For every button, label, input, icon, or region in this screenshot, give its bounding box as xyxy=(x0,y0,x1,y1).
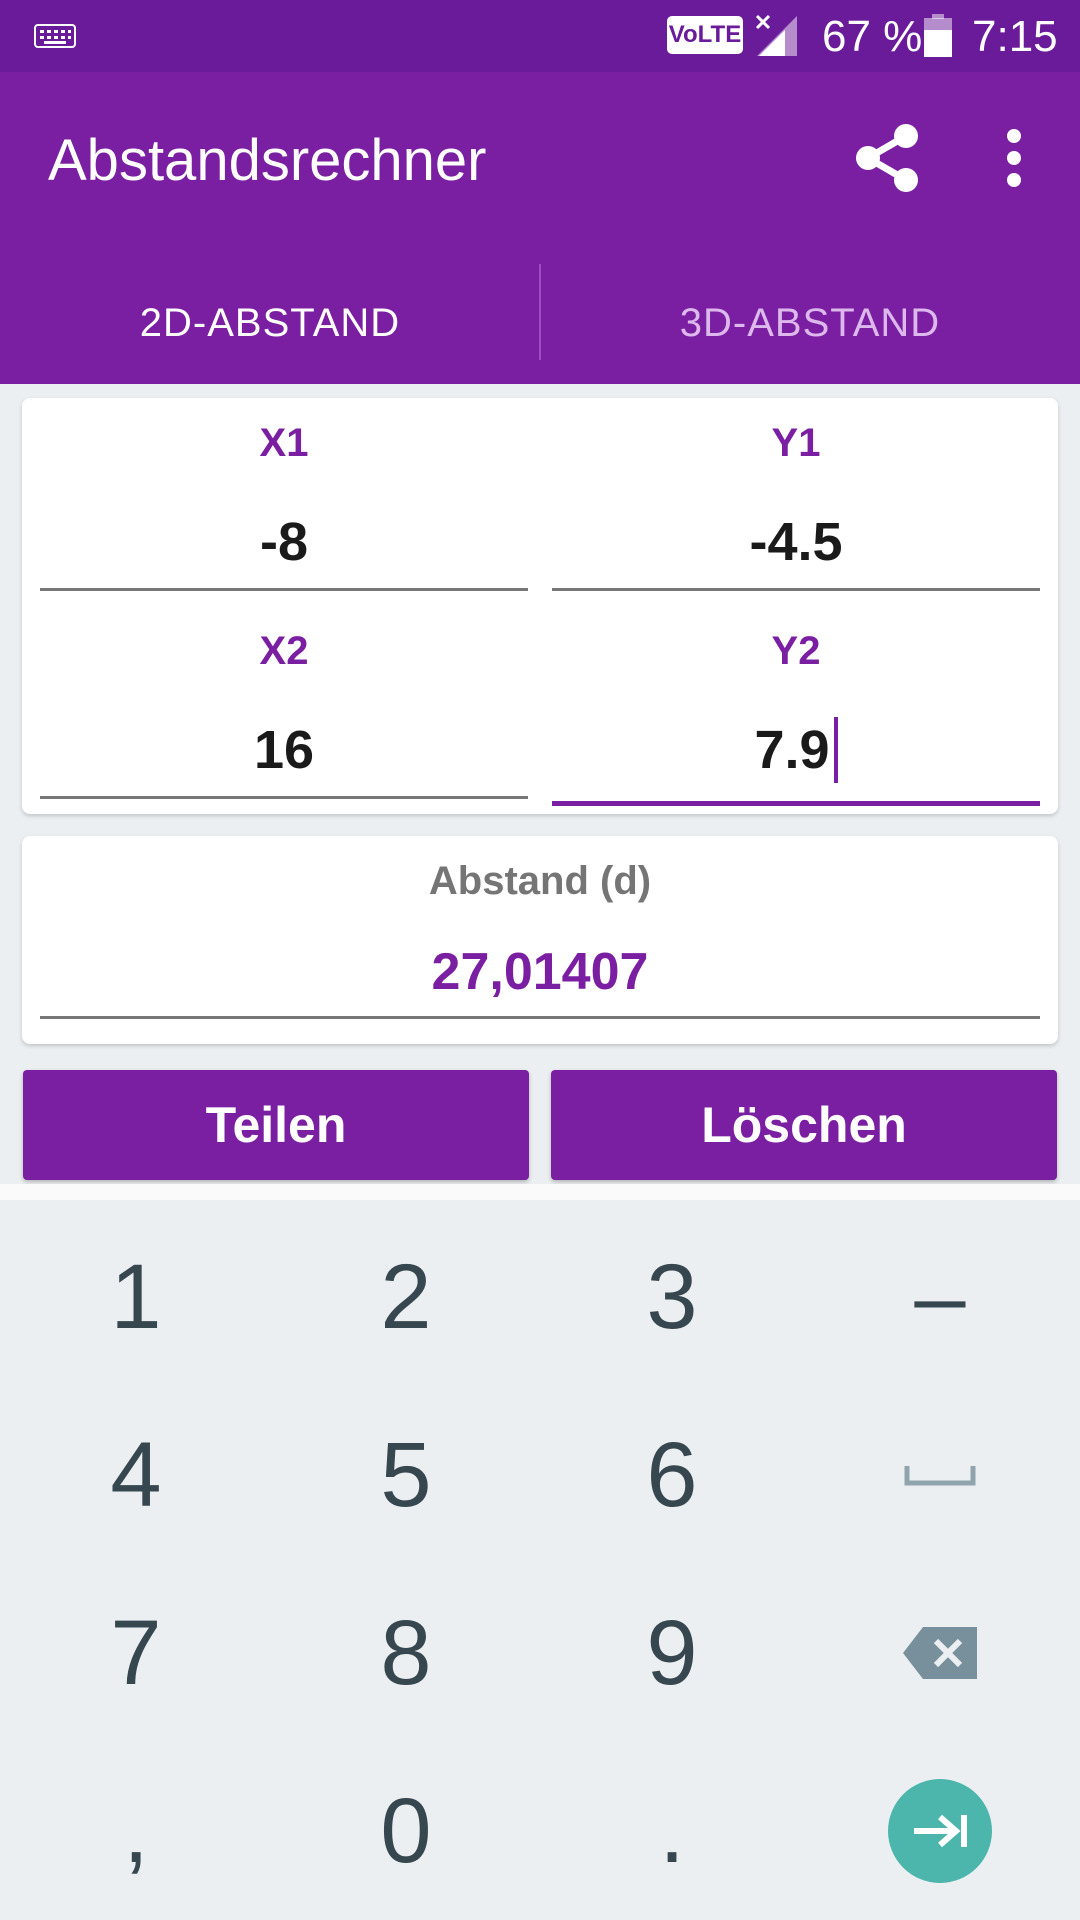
app-bar: Abstandsrechner 2D-ABSTAND 3D-ABSTAND xyxy=(0,72,1080,384)
signal-icon xyxy=(755,14,799,63)
status-bar: VoLTE 67 % 7:15 xyxy=(0,0,1080,72)
y2-input[interactable]: 7.9 xyxy=(552,716,1040,787)
key-4[interactable]: 4 xyxy=(110,1424,162,1526)
key-5[interactable]: 5 xyxy=(380,1424,432,1526)
distance-underline xyxy=(40,1016,1040,1019)
key-2[interactable]: 2 xyxy=(380,1246,432,1348)
volte-badge: VoLTE xyxy=(667,16,743,54)
numeric-keyboard: 1 2 3 – 4 5 6 7 8 9 , 0 . xyxy=(0,1200,1080,1920)
key-7[interactable]: 7 xyxy=(110,1602,162,1704)
key-9[interactable]: 9 xyxy=(646,1602,698,1704)
content-bottom-edge xyxy=(0,1184,1080,1200)
key-space[interactable] xyxy=(806,1386,1074,1564)
result-card: Abstand (d) 27,01407 xyxy=(22,836,1058,1044)
key-comma[interactable]: , xyxy=(123,1780,149,1882)
share-button[interactable] xyxy=(848,118,928,198)
key-8[interactable]: 8 xyxy=(380,1602,432,1704)
y2-value: 7.9 xyxy=(754,720,830,780)
key-backspace[interactable] xyxy=(806,1564,1074,1742)
y2-underline-focused xyxy=(552,800,1040,806)
x1-underline xyxy=(40,588,528,591)
x1-field[interactable]: X1 -8 xyxy=(40,418,528,591)
battery-icon xyxy=(923,14,953,63)
next-field-button-bg xyxy=(888,1779,992,1883)
key-0[interactable]: 0 xyxy=(380,1780,432,1882)
keyboard-icon xyxy=(34,24,76,53)
y1-input[interactable]: -4.5 xyxy=(749,512,843,572)
x2-underline xyxy=(40,796,528,799)
key-1[interactable]: 1 xyxy=(110,1246,162,1348)
y1-underline xyxy=(552,588,1040,591)
key-period[interactable]: . xyxy=(659,1780,685,1882)
y1-field[interactable]: Y1 -4.5 xyxy=(552,418,1040,591)
tab-divider xyxy=(539,264,541,360)
tab-2d-distance[interactable]: 2D-ABSTAND xyxy=(139,301,401,345)
distance-label: Abstand (d) xyxy=(428,859,652,903)
coordinates-card: X1 -8 Y1 -4.5 X2 16 Y2 7.9 xyxy=(22,398,1058,814)
text-cursor xyxy=(833,716,838,783)
clear-button[interactable]: Löschen xyxy=(551,1070,1057,1180)
app-title: Abstandsrechner xyxy=(48,128,487,193)
x1-input[interactable]: -8 xyxy=(259,512,308,572)
backspace-icon xyxy=(903,1627,977,1679)
x2-input[interactable]: 16 xyxy=(253,720,315,780)
key-3[interactable]: 3 xyxy=(646,1246,698,1348)
clock: 7:15 xyxy=(972,12,1058,61)
tab-3d-distance[interactable]: 3D-ABSTAND xyxy=(679,301,941,345)
more-vert-icon xyxy=(1007,129,1021,187)
x2-label: X2 xyxy=(259,629,309,673)
distance-value: 27,01407 xyxy=(431,943,649,1001)
key-minus[interactable]: – xyxy=(914,1246,966,1348)
next-field-icon xyxy=(914,1814,967,1848)
key-next-field[interactable] xyxy=(806,1742,1074,1920)
battery-percent: 67 % xyxy=(822,12,923,61)
more-options-button[interactable] xyxy=(990,118,1038,198)
key-6[interactable]: 6 xyxy=(646,1424,698,1526)
x1-label: X1 xyxy=(259,421,309,465)
space-icon xyxy=(904,1466,976,1486)
x2-field[interactable]: X2 16 xyxy=(40,626,528,799)
y2-field[interactable]: Y2 7.9 xyxy=(552,626,1040,806)
share-icon xyxy=(856,124,918,192)
share-result-button[interactable]: Teilen xyxy=(23,1070,529,1180)
y1-label: Y1 xyxy=(771,421,821,465)
y2-label: Y2 xyxy=(771,629,821,673)
